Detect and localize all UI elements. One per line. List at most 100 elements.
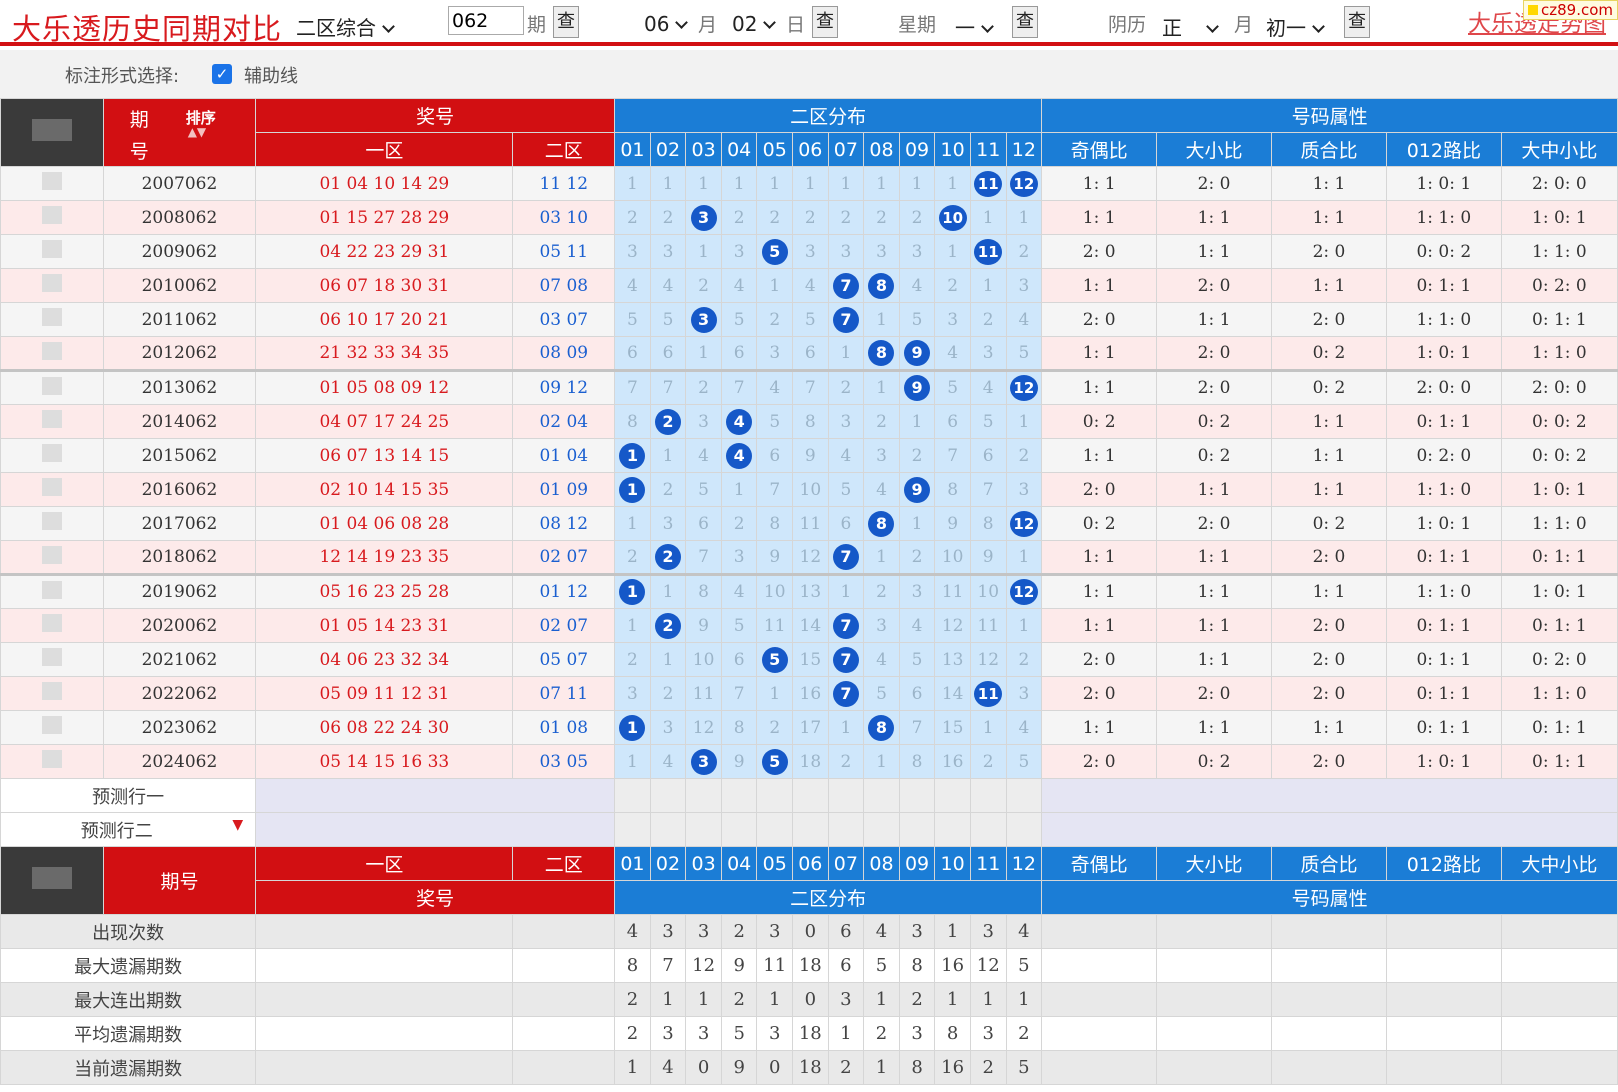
distribution-cell: 2 <box>792 200 829 235</box>
prediction-cell[interactable] <box>1005 778 1043 813</box>
blurred-image <box>41 308 62 326</box>
attribute-cell: 2: 0 <box>1156 336 1272 371</box>
attribute-cell: 0: 1: 1 <box>1385 710 1502 745</box>
prediction-cell[interactable] <box>1005 812 1043 847</box>
issue-cell: 2021062 <box>102 642 257 677</box>
prediction-cell[interactable] <box>969 812 1007 847</box>
distribution-cell: 2 <box>1005 438 1043 473</box>
attr-header: 012路比 <box>1385 132 1502 167</box>
zone2-numbers: 01 04 <box>512 438 616 473</box>
prediction-cell[interactable] <box>685 812 722 847</box>
distribution-cell: 4 <box>756 369 794 405</box>
distribution-cell: 12 <box>1005 166 1043 201</box>
prediction-cell[interactable] <box>756 778 794 813</box>
stat-value: 5 <box>720 1016 758 1051</box>
prediction-cell[interactable] <box>614 812 651 847</box>
distribution-cell: 4 <box>934 336 971 371</box>
number-header: 01 <box>614 846 651 881</box>
stat-empty <box>1041 982 1158 1017</box>
table-row: 2008062 01 15 27 28 29 03 10 2 2 3 2 2 2 2 2 2 10 1 1 1… <box>0 200 1618 235</box>
attribute-cell: 0: 1: 1 <box>1385 676 1502 711</box>
number-header: 08 <box>863 846 900 881</box>
stat-empty <box>512 948 616 983</box>
prediction-cell[interactable] <box>898 778 936 813</box>
hit-ball: 1 <box>619 579 646 605</box>
prediction-cell[interactable] <box>934 812 971 847</box>
stat-empty <box>1271 948 1387 983</box>
prediction-cell[interactable] <box>792 812 829 847</box>
issue-input[interactable] <box>448 6 524 35</box>
distribution-cell: 1 <box>649 166 687 201</box>
distribution-cell: 4 <box>863 642 900 677</box>
distribution-cell: 8 <box>685 573 722 609</box>
attribute-cell: 2: 0 <box>1271 540 1387 575</box>
attribute-cell: 1: 1 <box>1041 336 1158 371</box>
distribution-header: 二区分布 <box>614 98 1043 133</box>
prediction-input[interactable] <box>255 778 616 813</box>
month-select[interactable]: 06 <box>644 12 689 36</box>
guide-line-checkbox[interactable]: ✓ <box>212 64 232 84</box>
arrow-down-icon[interactable]: ▼ <box>232 816 244 833</box>
distribution-cell: 8 <box>863 268 900 303</box>
mode-select[interactable]: 二区综合 <box>296 12 395 41</box>
distribution-cell: 2 <box>685 369 722 405</box>
distribution-cell: 4 <box>720 573 758 609</box>
distribution-cell: 10 <box>969 573 1007 609</box>
prediction-cell[interactable] <box>756 812 794 847</box>
row-thumb <box>0 200 104 235</box>
guide-line-label[interactable]: 辅助线 <box>244 66 298 87</box>
blurred-image <box>41 410 62 428</box>
prediction-cell[interactable] <box>649 778 687 813</box>
prediction-cell[interactable] <box>934 778 971 813</box>
zone2-numbers: 01 09 <box>512 472 616 507</box>
prediction-cell[interactable] <box>863 812 900 847</box>
lunar-month-select[interactable]: 正 <box>1162 12 1219 41</box>
stat-value: 3 <box>898 1016 936 1051</box>
week-select[interactable]: 一 <box>955 12 994 41</box>
distribution-cell: 12 <box>685 710 722 745</box>
prediction-cell[interactable] <box>649 812 687 847</box>
prediction-cell[interactable] <box>614 778 651 813</box>
distribution-cell: 6 <box>685 506 722 541</box>
prediction-cell[interactable] <box>685 778 722 813</box>
prediction-cell[interactable] <box>863 778 900 813</box>
attribute-cell: 0: 2: 0 <box>1500 642 1618 677</box>
attribute-cell: 2: 0 <box>1041 744 1158 779</box>
stat-empty <box>1156 1016 1272 1051</box>
logo-text: cz89.com <box>1540 1 1613 19</box>
sort-label[interactable]: 排序 <box>185 109 216 127</box>
distribution-cell: 1 <box>685 166 722 201</box>
stat-value: 3 <box>649 914 687 949</box>
stat-value: 4 <box>863 914 900 949</box>
issue-query-button[interactable]: 查 <box>553 6 579 38</box>
attribute-cell: 0: 1: 1 <box>1385 404 1502 439</box>
lunar-day-select[interactable]: 初一 <box>1266 12 1325 41</box>
issue-sort-header[interactable]: 期 号 排序 ▲▼ <box>102 98 257 167</box>
distribution-cell: 9 <box>898 369 936 405</box>
prediction-cell[interactable] <box>969 778 1007 813</box>
prediction-cell[interactable] <box>720 778 758 813</box>
date-query-button[interactable]: 查 <box>812 6 838 38</box>
distribution-cell: 8 <box>720 710 758 745</box>
day-select[interactable]: 02 <box>732 12 777 36</box>
attribute-cell: 1: 1 <box>1041 369 1158 405</box>
prediction-cell[interactable] <box>720 812 758 847</box>
sort-arrows-icon[interactable]: ▲▼ <box>187 125 207 139</box>
prediction-cell[interactable] <box>827 778 865 813</box>
stat-empty <box>1041 914 1158 949</box>
hit-ball: 2 <box>655 544 681 570</box>
zone2-numbers: 01 12 <box>512 573 616 609</box>
attribute-cell: 0: 2 <box>1156 744 1272 779</box>
distribution-cell: 3 <box>1005 472 1043 507</box>
prediction-cell[interactable] <box>827 812 865 847</box>
prediction-cell[interactable] <box>792 778 829 813</box>
prediction-input[interactable] <box>255 812 616 847</box>
table-row: 2011062 06 10 17 20 21 03 07 5 5 3 5 2 5 7 1 5 3 2 4 2:… <box>0 302 1618 337</box>
week-query-button[interactable]: 查 <box>1012 6 1038 38</box>
prediction-label-text: 预测行一 <box>92 786 165 808</box>
hit-ball: 4 <box>726 408 753 435</box>
lunar-query-button[interactable]: 查 <box>1344 6 1370 38</box>
attribute-cell: 1: 1: 0 <box>1385 302 1502 337</box>
hit-ball: 1 <box>619 442 646 469</box>
prediction-cell[interactable] <box>898 812 936 847</box>
